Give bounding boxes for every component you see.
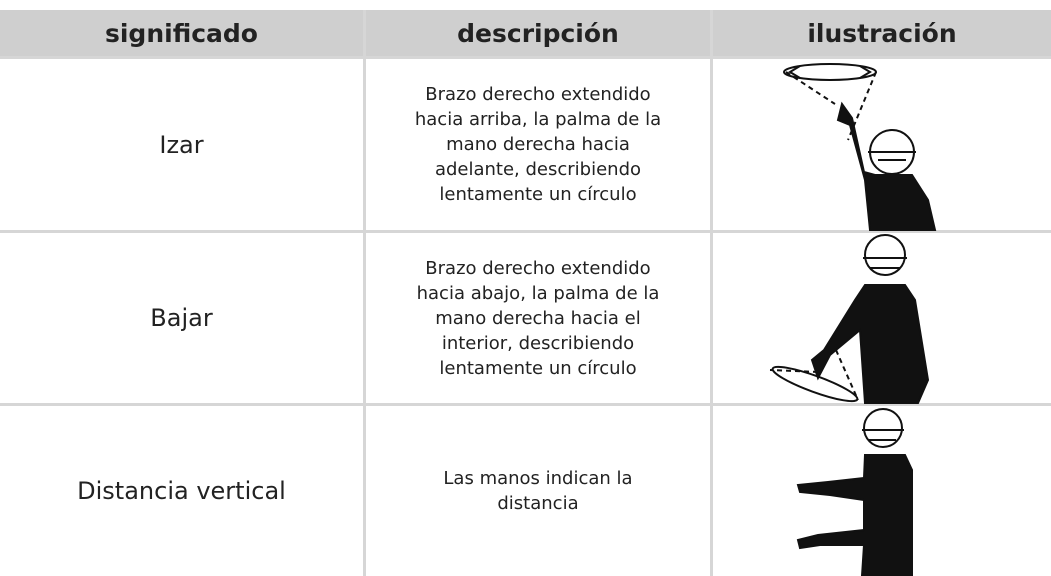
meaning: Distancia vertical [77, 477, 286, 505]
figure-bajar [769, 234, 930, 404]
row-border [0, 230, 1051, 233]
figure-distancia [796, 408, 913, 576]
header-cell: significado [0, 10, 363, 56]
header-cell: ilustración [713, 10, 1051, 56]
column-border [363, 10, 366, 576]
figure-izar [783, 63, 937, 231]
row-border [0, 56, 1051, 59]
description: Brazo derecho extendido hacia abajo, la … [416, 257, 660, 379]
column-border [710, 10, 713, 576]
meaning: Bajar [150, 304, 213, 332]
description: Brazo derecho extendido hacia arriba, la… [414, 84, 662, 205]
row-border [0, 403, 1051, 406]
header-cell: descripción [366, 10, 710, 56]
meaning: Izar [159, 130, 204, 159]
description: Las manos indican la distancia [443, 468, 633, 514]
